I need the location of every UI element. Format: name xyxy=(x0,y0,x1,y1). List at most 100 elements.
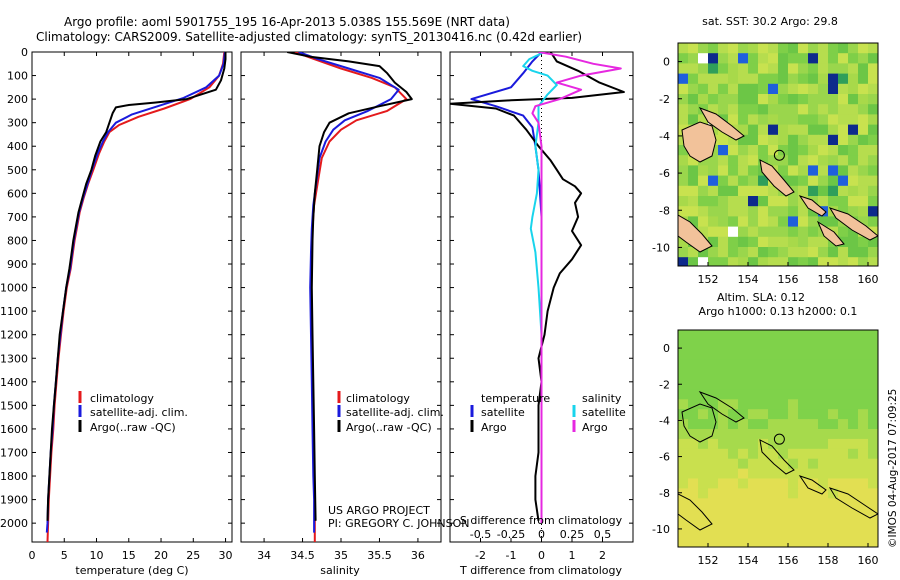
sst-cell xyxy=(818,83,829,95)
sst-cell xyxy=(738,63,749,74)
sla-cell xyxy=(768,349,779,361)
sst-cell xyxy=(738,145,749,156)
map-x-tick-label: 156 xyxy=(778,273,799,286)
sst-cell xyxy=(738,83,749,95)
sla-cell xyxy=(698,349,709,361)
sst-cell xyxy=(798,114,809,125)
sst-cell xyxy=(818,43,829,54)
sst-cell xyxy=(738,104,749,115)
sst-cell xyxy=(758,104,769,115)
sst-cell xyxy=(748,104,759,115)
sst-cell xyxy=(728,175,739,187)
sst-cell xyxy=(868,134,878,146)
sst-cell xyxy=(738,155,749,166)
sla-cell xyxy=(818,419,829,430)
sst-cell xyxy=(778,257,789,266)
sla-cell xyxy=(778,498,789,509)
legend-label-argo: Argo(..raw -QC) xyxy=(346,421,432,434)
sst-cell xyxy=(848,124,859,136)
sla-cell xyxy=(838,438,849,450)
sst-cell xyxy=(718,247,729,258)
sla-map-frame xyxy=(677,329,879,548)
x-tick-label: 36 xyxy=(411,549,425,562)
sla-cell xyxy=(828,478,839,489)
temperature-xlabel: temperature (deg C) xyxy=(75,564,188,577)
sst-cell xyxy=(728,134,739,146)
sla-cell xyxy=(678,399,689,410)
sla-cell xyxy=(818,468,829,479)
sst-cell xyxy=(698,257,709,266)
float-marker-sst xyxy=(773,149,785,161)
sla-cell xyxy=(688,339,699,351)
sla-cell xyxy=(678,537,689,547)
sla-cell xyxy=(798,468,809,479)
sst-cell xyxy=(848,53,859,64)
sst-cell xyxy=(748,165,759,176)
sst-cell xyxy=(808,185,819,197)
x-tick-label: 35.5 xyxy=(367,549,392,562)
x-tick-label: -1 xyxy=(506,549,517,562)
sla-cell xyxy=(728,349,739,361)
sst-cell xyxy=(858,257,869,266)
sst-cell xyxy=(788,124,799,136)
sst-cell xyxy=(788,43,799,54)
sla-cell xyxy=(688,369,699,380)
sst-cell xyxy=(818,63,829,74)
sst-cell xyxy=(828,63,839,74)
sst-cell xyxy=(698,114,709,125)
temperature-legend: climatology satellite-adj. clim. Argo(..… xyxy=(78,391,188,434)
sla-cell xyxy=(848,379,859,390)
sla-cell xyxy=(848,399,859,410)
sst-cell xyxy=(708,226,719,238)
sla-cell xyxy=(708,359,719,371)
sla-cell xyxy=(758,537,769,547)
sst-cell xyxy=(808,73,819,85)
sla-cell xyxy=(698,359,709,371)
sst-cell xyxy=(778,94,789,105)
sst-cell xyxy=(858,43,869,54)
sst-cell xyxy=(788,53,799,64)
salinity-legend: climatology satellite-adj. clim. Argo(..… xyxy=(337,391,444,434)
sla-cell xyxy=(818,537,829,547)
sst-cell xyxy=(788,83,799,95)
sst-cell xyxy=(708,104,719,115)
sst-cell xyxy=(788,114,799,125)
project-credit: US ARGO PROJECT xyxy=(328,504,430,517)
sla-cell xyxy=(818,448,829,460)
imos-timestamp: ©IMOS 04-Aug-2017 07:09:25 xyxy=(887,389,899,548)
sla-cell xyxy=(768,438,779,450)
sla-cell xyxy=(758,478,769,489)
map-y-tick-label: -4 xyxy=(659,414,670,427)
sla-cell xyxy=(788,369,799,380)
sst-cell xyxy=(768,155,779,166)
sst-cell xyxy=(828,257,839,266)
sst-cell xyxy=(848,155,859,166)
sla-cell xyxy=(868,528,878,539)
sla-cell xyxy=(778,528,789,539)
sst-cell xyxy=(688,185,699,197)
sla-cell xyxy=(778,379,789,390)
sst-cell xyxy=(728,83,739,95)
sst-cell xyxy=(758,247,769,258)
sla-cell xyxy=(868,330,878,341)
series-line-argo-raw-qc xyxy=(286,52,413,521)
sla-cell xyxy=(778,330,789,341)
land-solomon-2 xyxy=(828,207,878,241)
sst-cell xyxy=(788,206,799,217)
sst-cell xyxy=(698,43,709,54)
sst-cell xyxy=(808,226,819,238)
sst-cell xyxy=(768,216,779,227)
sst-cell xyxy=(788,104,799,115)
sla-cell xyxy=(798,349,809,361)
sla-cell xyxy=(788,429,799,440)
series-line-satellite-adj-clim xyxy=(45,52,226,533)
sla-cell xyxy=(768,399,779,410)
sst-cell xyxy=(798,134,809,146)
map-y-tick-label: -10 xyxy=(652,241,670,254)
sst-cell xyxy=(758,196,769,207)
map-x-tick-label: 160 xyxy=(858,554,879,567)
sst-cell xyxy=(718,145,729,156)
x-tick-label: 34 xyxy=(257,549,271,562)
map-x-tick-label: 152 xyxy=(698,554,719,567)
sla-cell xyxy=(678,478,689,489)
